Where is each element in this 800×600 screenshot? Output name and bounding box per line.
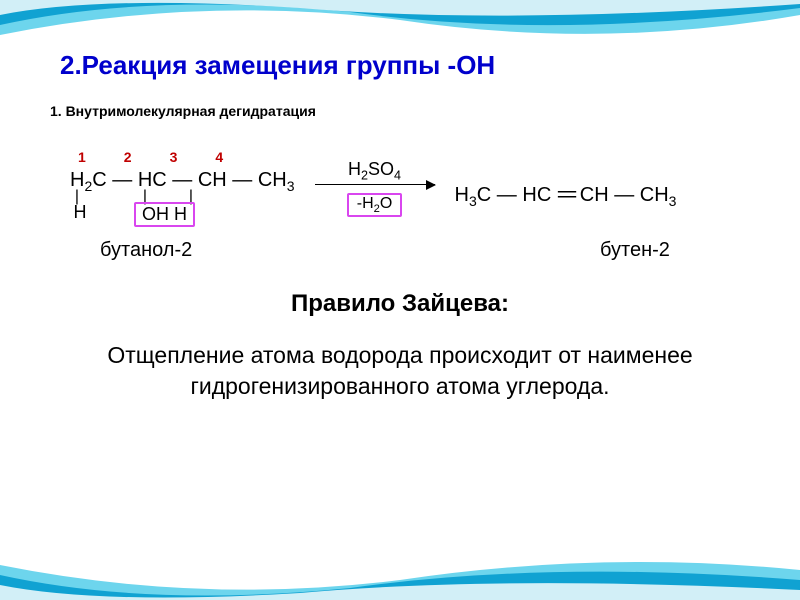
reactant-chain: H2C — HC — CH — CH3 <box>70 169 295 194</box>
subtitle: 1. Внутримолекулярная дегидратация <box>50 103 760 119</box>
reactant-name: бутанол-2 <box>100 239 460 262</box>
decorative-wave-bottom <box>0 550 800 600</box>
carbon-num: 3 <box>170 149 178 165</box>
carbon-num: 2 <box>124 149 132 165</box>
reaction-arrow: H2SO4 -H2O <box>315 159 435 217</box>
carbon-num: 4 <box>215 149 223 165</box>
rule-text: Отщепление атома водорода происходит от … <box>40 340 760 402</box>
catalyst-label: H2SO4 <box>348 159 401 183</box>
rule-title: Правило Зайцева: <box>40 290 760 318</box>
page-title: 2.Реакция замещения группы -ОН <box>60 50 760 81</box>
leaving-group-box: OH H <box>134 202 195 227</box>
product-name: бутен-2 <box>600 239 670 262</box>
byproduct-box: -H2O <box>347 193 403 217</box>
product-molecule: H3C — HC == CH — CH3 <box>455 184 677 209</box>
reactant-molecule: 1 2 3 4 H2C — HC — CH — CH3 | | | H OH H <box>70 149 295 227</box>
carbon-num: 1 <box>78 149 86 165</box>
substituent-h: H <box>70 202 90 227</box>
carbon-numbers: 1 2 3 4 <box>70 149 295 165</box>
reaction-equation: 1 2 3 4 H2C — HC — CH — CH3 | | | H OH H <box>70 149 760 227</box>
